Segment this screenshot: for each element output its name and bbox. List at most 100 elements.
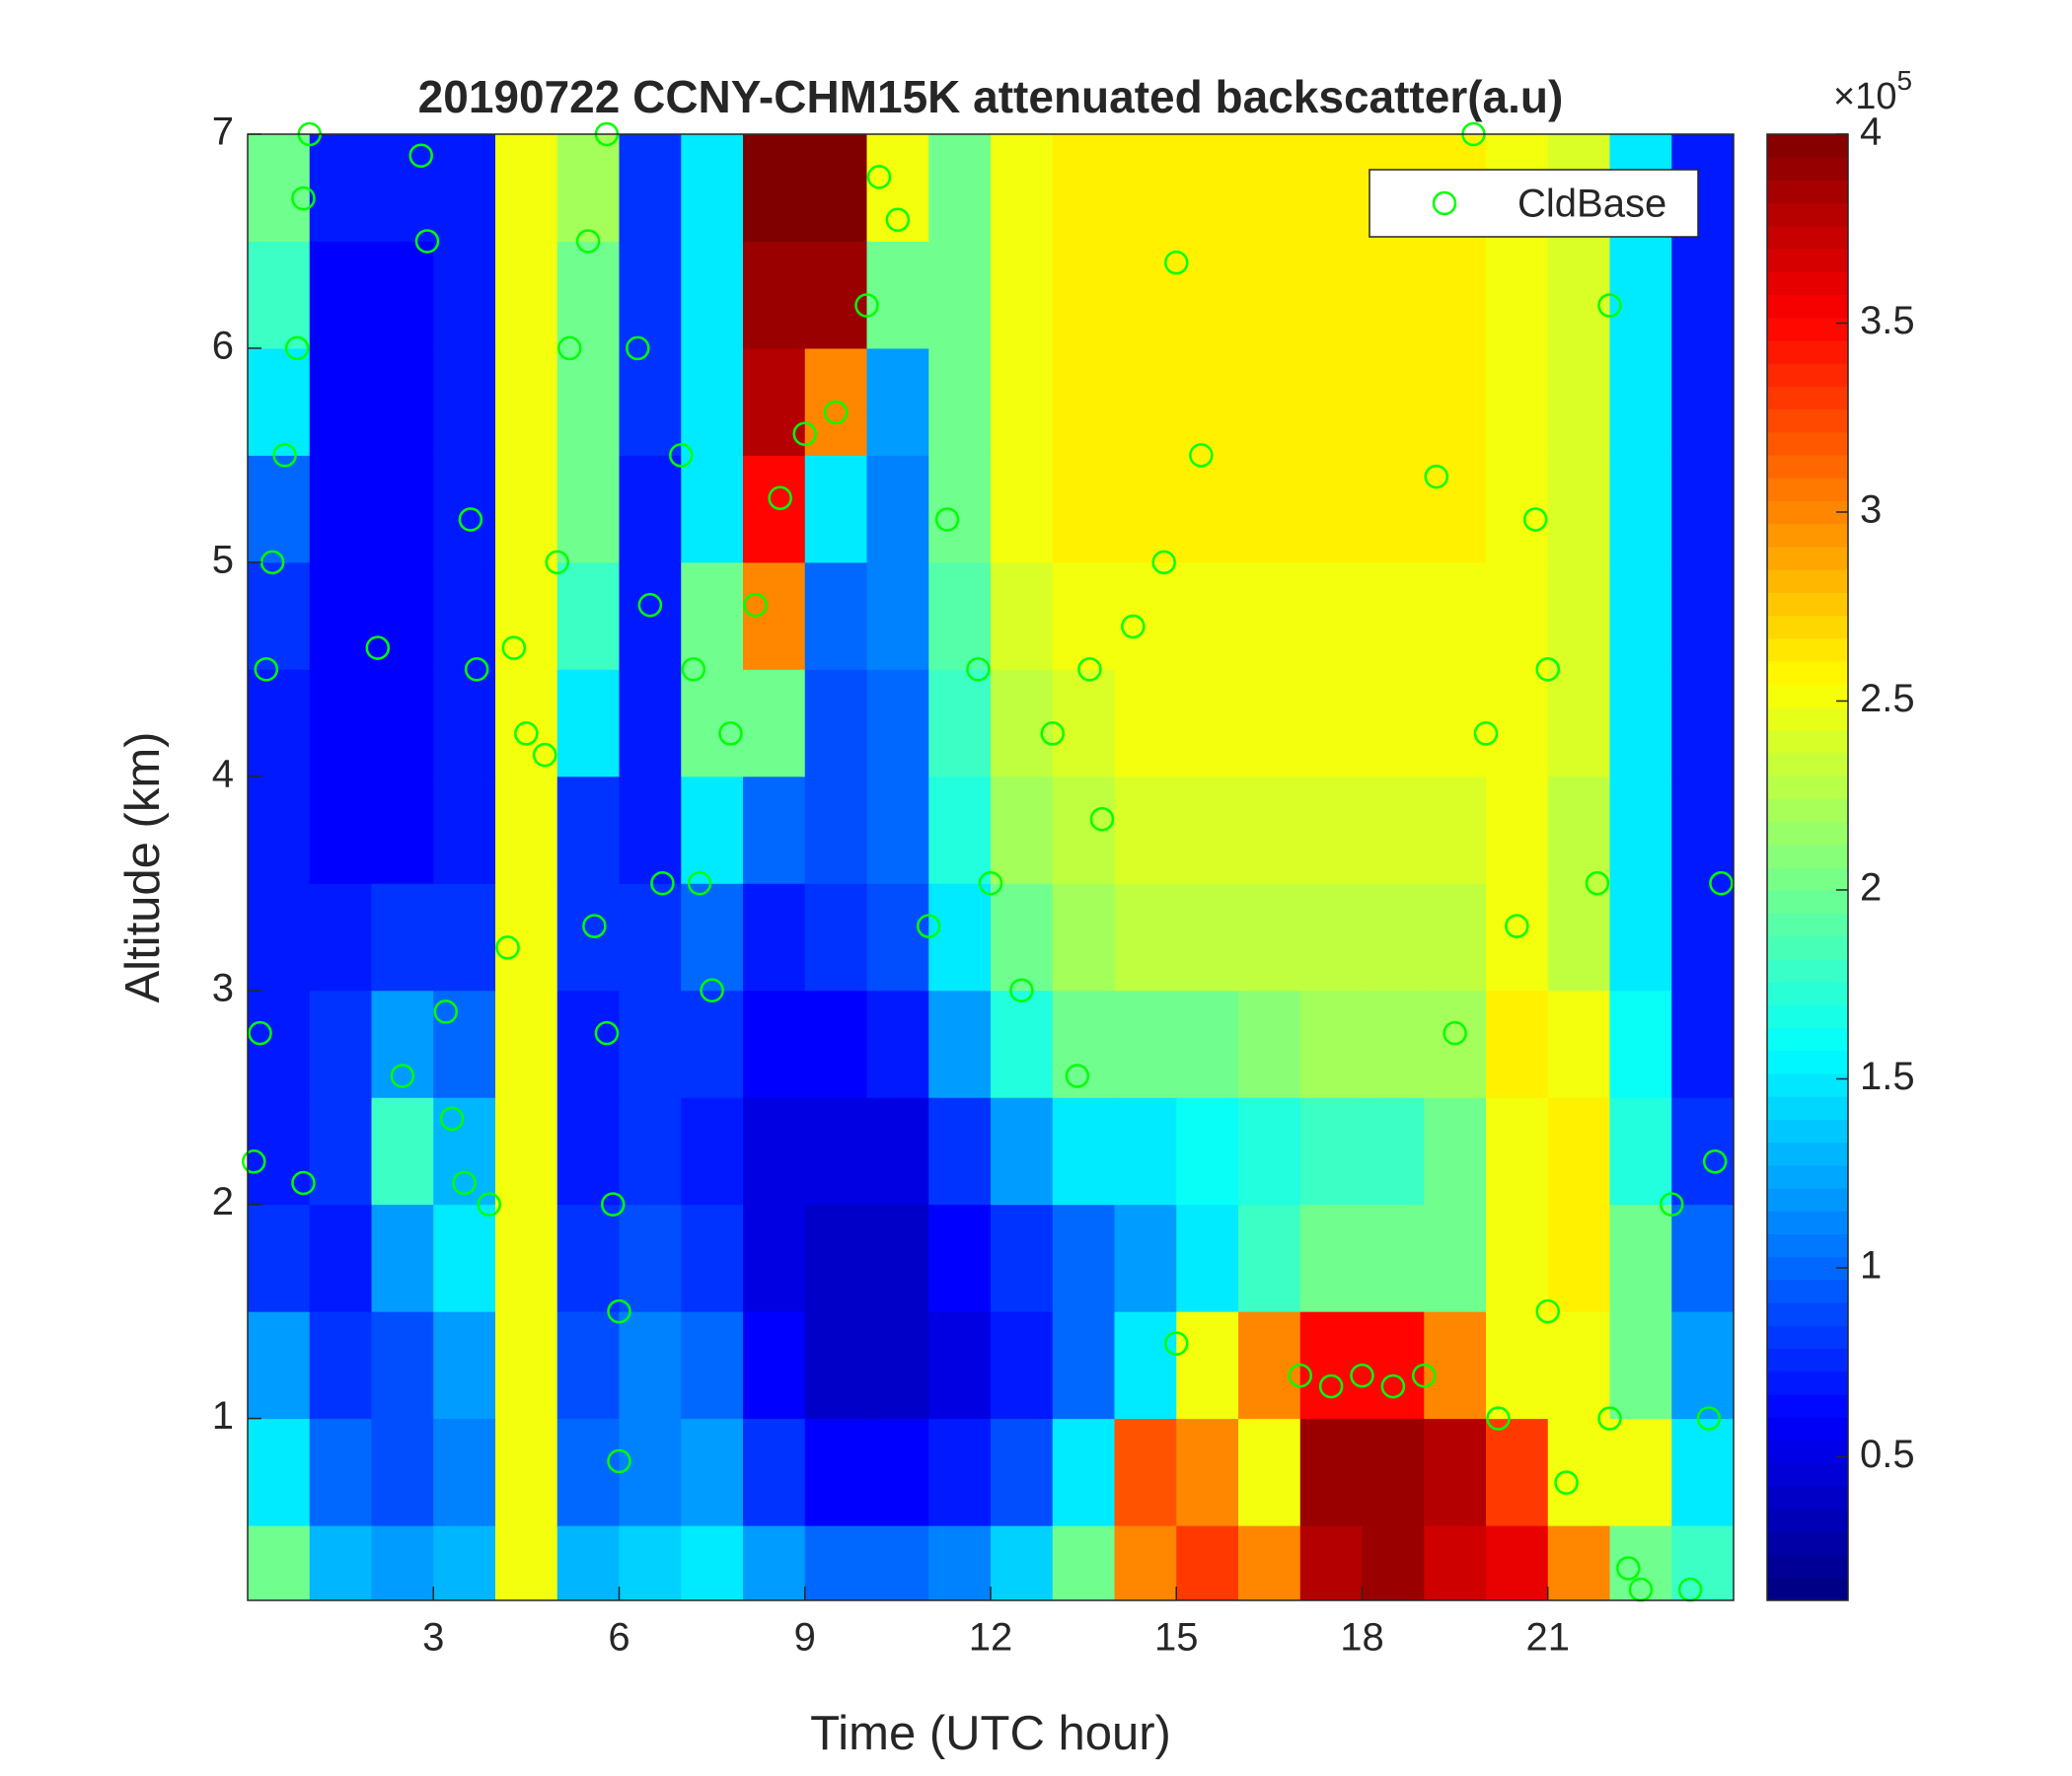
heatmap-cell xyxy=(433,347,496,456)
heatmap-cell xyxy=(248,1204,311,1312)
heatmap-cell xyxy=(619,776,682,884)
colorbar-band xyxy=(1767,684,1848,707)
heatmap-cell xyxy=(1609,669,1672,777)
heatmap-cell xyxy=(248,1525,311,1601)
heatmap-cell xyxy=(433,1418,496,1526)
heatmap-cell xyxy=(495,241,558,349)
cloud-base-point xyxy=(408,143,433,168)
heatmap-cell xyxy=(928,1311,992,1420)
heatmap-cell xyxy=(1114,347,1177,456)
heatmap-cell xyxy=(1424,776,1487,884)
colorbar-band xyxy=(1767,592,1848,617)
heatmap-cell xyxy=(681,776,744,884)
heatmap-cell xyxy=(1362,776,1425,884)
cloud-base-point xyxy=(1189,443,1214,468)
heatmap-cell xyxy=(1114,455,1177,563)
heatmap-cell xyxy=(433,776,496,884)
cloud-base-point xyxy=(626,335,650,361)
colorbar-band xyxy=(1767,1531,1848,1556)
heatmap-cell xyxy=(1424,883,1487,992)
heatmap-cell xyxy=(619,347,682,456)
heatmap-cell xyxy=(1299,1097,1363,1206)
heatmap-cell xyxy=(556,1204,620,1312)
heatmap-cell xyxy=(1238,776,1301,884)
colorbar-band xyxy=(1767,1050,1848,1074)
colorbar-tick-label: 1.5 xyxy=(1860,1055,1915,1098)
heatmap-cell xyxy=(309,669,372,777)
heatmap-cell xyxy=(743,1418,806,1526)
cloud-base-point xyxy=(259,550,285,575)
heatmap-cell xyxy=(804,990,867,1098)
heatmap-cell xyxy=(1671,990,1735,1098)
heatmap-cell xyxy=(866,1525,929,1601)
heatmap-cell xyxy=(866,990,929,1098)
heatmap-cell xyxy=(681,1097,744,1206)
heatmap-cell xyxy=(681,347,744,456)
cloud-base-point xyxy=(477,1192,501,1217)
heatmap-cell xyxy=(1176,1204,1239,1312)
heatmap-cell xyxy=(991,455,1054,563)
heatmap-cell xyxy=(1362,1204,1425,1312)
heatmap-cell xyxy=(1609,455,1672,563)
cloud-base-point xyxy=(966,657,991,682)
cloud-base-point xyxy=(1121,614,1146,639)
heatmap-cell xyxy=(866,1204,929,1312)
y-tick-label: 5 xyxy=(212,538,234,581)
heatmap-cell xyxy=(1486,1525,1549,1601)
heatmap-cell xyxy=(309,1311,372,1420)
cloud-base-point xyxy=(452,1170,477,1196)
heatmap-cell xyxy=(619,990,682,1098)
heatmap-cell xyxy=(1238,1097,1301,1206)
cloud-base-point xyxy=(495,935,520,960)
heatmap-cell xyxy=(1671,883,1735,992)
cloud-base-point xyxy=(743,593,768,618)
heatmap-cell xyxy=(1424,1418,1487,1526)
heatmap-cell xyxy=(556,134,620,242)
heatmap-cell xyxy=(866,241,929,349)
heatmap-cell xyxy=(681,241,744,349)
heatmap-cell xyxy=(866,1418,929,1526)
cloud-base-point xyxy=(637,593,663,618)
heatmap-cell xyxy=(619,1097,682,1206)
heatmap-cell xyxy=(928,347,992,456)
heatmap-cell xyxy=(1114,134,1177,242)
heatmap-cell xyxy=(309,1204,372,1312)
colorbar-band xyxy=(1767,982,1848,1005)
cloud-base-point xyxy=(600,1192,626,1217)
colorbar-band xyxy=(1767,1302,1848,1326)
heatmap-cell xyxy=(1052,241,1115,349)
heatmap-cell xyxy=(371,990,434,1098)
colorbar-tick-label: 3 xyxy=(1860,488,1882,532)
heatmap-cell xyxy=(1486,1097,1549,1206)
heatmap-cell xyxy=(1299,990,1363,1098)
heatmap-cell xyxy=(991,1204,1054,1312)
cloud-base-point xyxy=(669,443,694,468)
heatmap-cell xyxy=(804,1525,867,1601)
cloud-base-point xyxy=(514,721,539,746)
x-tick-label: 12 xyxy=(969,1616,1013,1660)
legend-box xyxy=(1369,169,1699,238)
heatmap-cell xyxy=(433,669,496,777)
heatmap-cell xyxy=(1238,883,1301,992)
heatmap-cell xyxy=(681,1204,744,1312)
colorbar-multiplier: ×105 xyxy=(1833,65,1912,117)
cloud-base-point xyxy=(272,443,297,468)
heatmap-cell xyxy=(371,1097,434,1206)
heatmap-cell xyxy=(743,1204,806,1312)
cloud-base-point xyxy=(1554,1470,1579,1495)
heatmap-cell xyxy=(743,776,806,884)
heatmap-cell xyxy=(743,241,806,349)
colorbar-band xyxy=(1767,1485,1848,1510)
cloud-base-point xyxy=(464,657,489,682)
cloud-base-point xyxy=(532,742,557,768)
cloud-base-point xyxy=(854,293,879,318)
heatmap-cell xyxy=(866,776,929,884)
heatmap-cell xyxy=(1609,776,1672,884)
colorbar-band xyxy=(1767,249,1848,272)
cloud-base-point xyxy=(607,1298,631,1324)
heatmap-cell xyxy=(248,1311,311,1420)
heatmap-cell xyxy=(743,990,806,1098)
heatmap-cell xyxy=(681,1311,744,1420)
cloud-base-point xyxy=(365,635,391,660)
colorbar-band xyxy=(1767,637,1848,662)
